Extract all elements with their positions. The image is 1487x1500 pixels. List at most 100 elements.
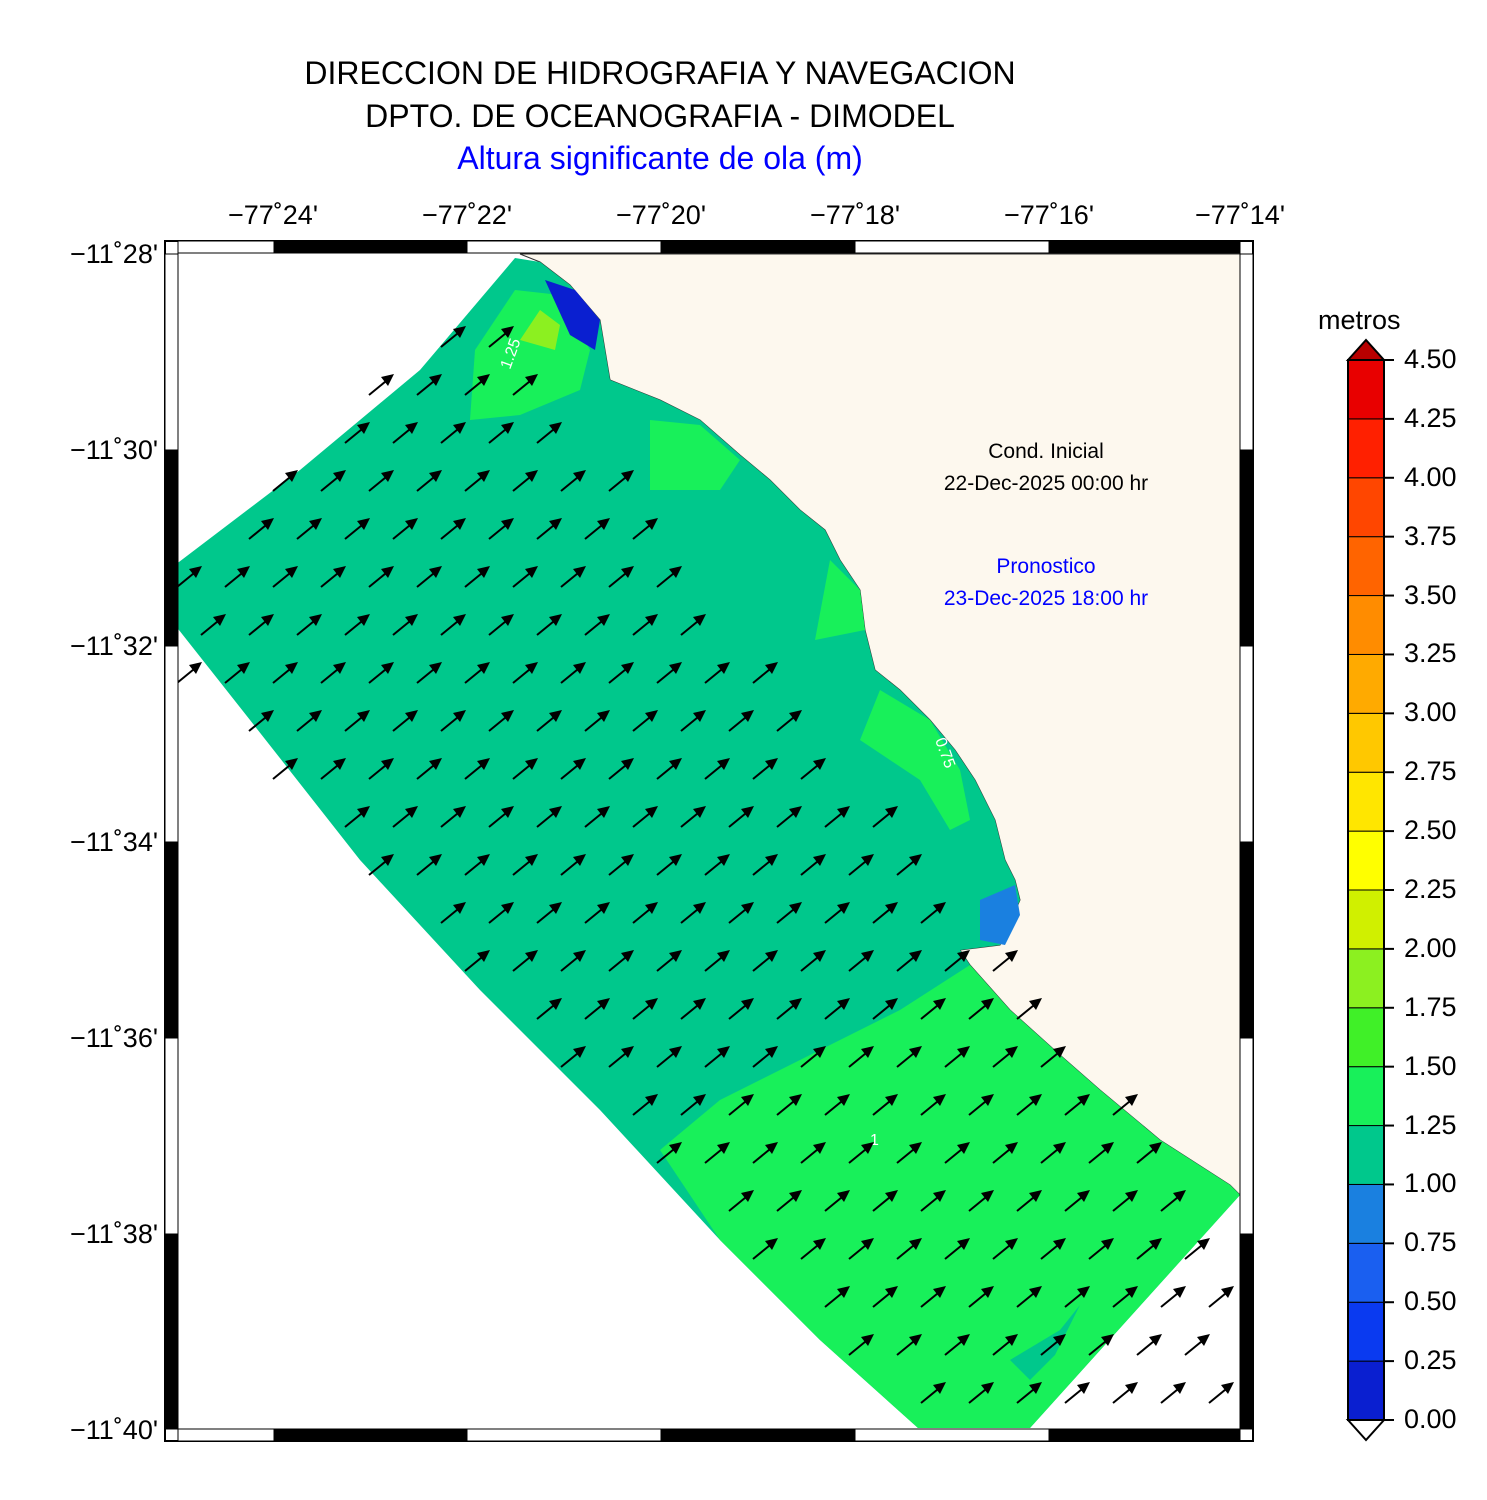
arrowhead [885,806,898,818]
frame-tick [164,449,179,647]
arrowhead [501,422,514,434]
arrowhead [789,806,802,818]
arrowhead [981,1286,994,1298]
arrowhead [405,518,418,530]
arrowhead [1125,1286,1138,1298]
arrowhead [621,854,634,866]
arrowhead [549,614,562,626]
arrowhead [357,806,370,818]
frame-tick [1239,1037,1254,1235]
arrowhead [717,662,730,674]
frame-ticks [164,240,1254,1442]
arrowhead [525,662,538,674]
arrowhead [237,662,250,674]
arrowhead [1005,1142,1018,1154]
arrowhead [309,710,322,722]
arrowhead [1101,1142,1114,1154]
arrowhead [909,1334,922,1346]
arrowhead [933,1286,946,1298]
arrowhead [1101,1238,1114,1250]
frame-tick [1239,1233,1254,1430]
colorbar-over-triangle [1345,338,1387,361]
arrowhead [597,902,610,914]
frame-tick [164,841,179,1039]
arrowhead [573,854,586,866]
arrowhead [429,566,442,578]
frame-tick [177,1428,275,1442]
frame-tick [1048,240,1241,254]
colorbar-tick-label: 1.00 [1404,1168,1457,1199]
arrowhead [717,1046,730,1058]
colorbar-tick-label: 1.75 [1404,991,1457,1022]
colorbar-tick-label: 3.50 [1404,579,1457,610]
map-title: DIRECCION DE HIDROGRAFIA Y NAVEGACION [304,55,1016,91]
arrowhead [429,470,442,482]
arrowhead [333,662,346,674]
arrowhead [933,1094,946,1106]
wave-field-high [860,690,970,830]
arrowhead [717,950,730,962]
forecast-date: 23-Dec-2025 18:00 hr [944,587,1148,610]
arrowhead [285,566,298,578]
arrowhead [1053,1046,1066,1058]
frame-tick [854,240,1050,254]
arrowhead [645,710,658,722]
arrowhead [237,566,250,578]
arrowhead [717,854,730,866]
arrowhead [1077,1094,1090,1106]
arrowhead [813,950,826,962]
arrowhead [1173,1382,1186,1394]
arrowhead [741,1190,754,1202]
arrowhead [1149,1334,1162,1346]
arrowhead [309,518,322,530]
wave-field-low [1010,1305,1080,1380]
arrowhead [501,518,514,530]
lat-label: −11˚38' [70,1219,158,1249]
wave-field-high [660,965,1240,1428]
frame-tick [164,645,179,843]
lon-label: −77˚20' [616,200,706,230]
colorbar-tick-label: 2.00 [1404,932,1457,963]
colorbar-tick-label: 4.50 [1404,344,1457,374]
arrowhead [549,902,562,914]
frame-tick [466,240,662,254]
frame-tick [1239,253,1254,451]
arrowhead [597,710,610,722]
arrowhead [1029,1190,1042,1202]
arrowhead [1005,950,1018,962]
arrowhead [1005,1046,1018,1058]
colorbar-tick-label: 1.25 [1404,1109,1457,1140]
arrowhead [477,854,490,866]
colorbar-band [1347,712,1385,773]
arrowhead [861,1238,874,1250]
arrowhead [453,806,466,818]
arrowhead [693,998,706,1010]
arrowhead [261,518,274,530]
arrowhead [885,902,898,914]
wave-field-peak [520,310,560,350]
forecast-label: Pronostico [996,555,1095,578]
arrowhead [741,710,754,722]
arrowhead [669,1046,682,1058]
arrowhead [765,1046,778,1058]
arrowhead [909,1142,922,1154]
initial-condition-label: Cond. Inicial [988,440,1104,463]
arrowhead [453,422,466,434]
arrowhead [645,902,658,914]
colorbar-band [1347,653,1385,714]
arrowhead [285,662,298,674]
arrowhead [813,758,826,770]
colorbar-tick-label: 2.50 [1404,815,1457,846]
arrowhead [525,950,538,962]
colorbar-tick-label: 1.50 [1404,1050,1457,1081]
arrowhead [405,710,418,722]
frame-tick [273,240,468,254]
arrowhead [1125,1094,1138,1106]
arrowhead [453,710,466,722]
arrowhead [981,998,994,1010]
arrowhead [693,1094,706,1106]
arrowhead [1029,998,1042,1010]
arrowhead [789,710,802,722]
arrowhead [789,1094,802,1106]
arrowhead [933,1190,946,1202]
